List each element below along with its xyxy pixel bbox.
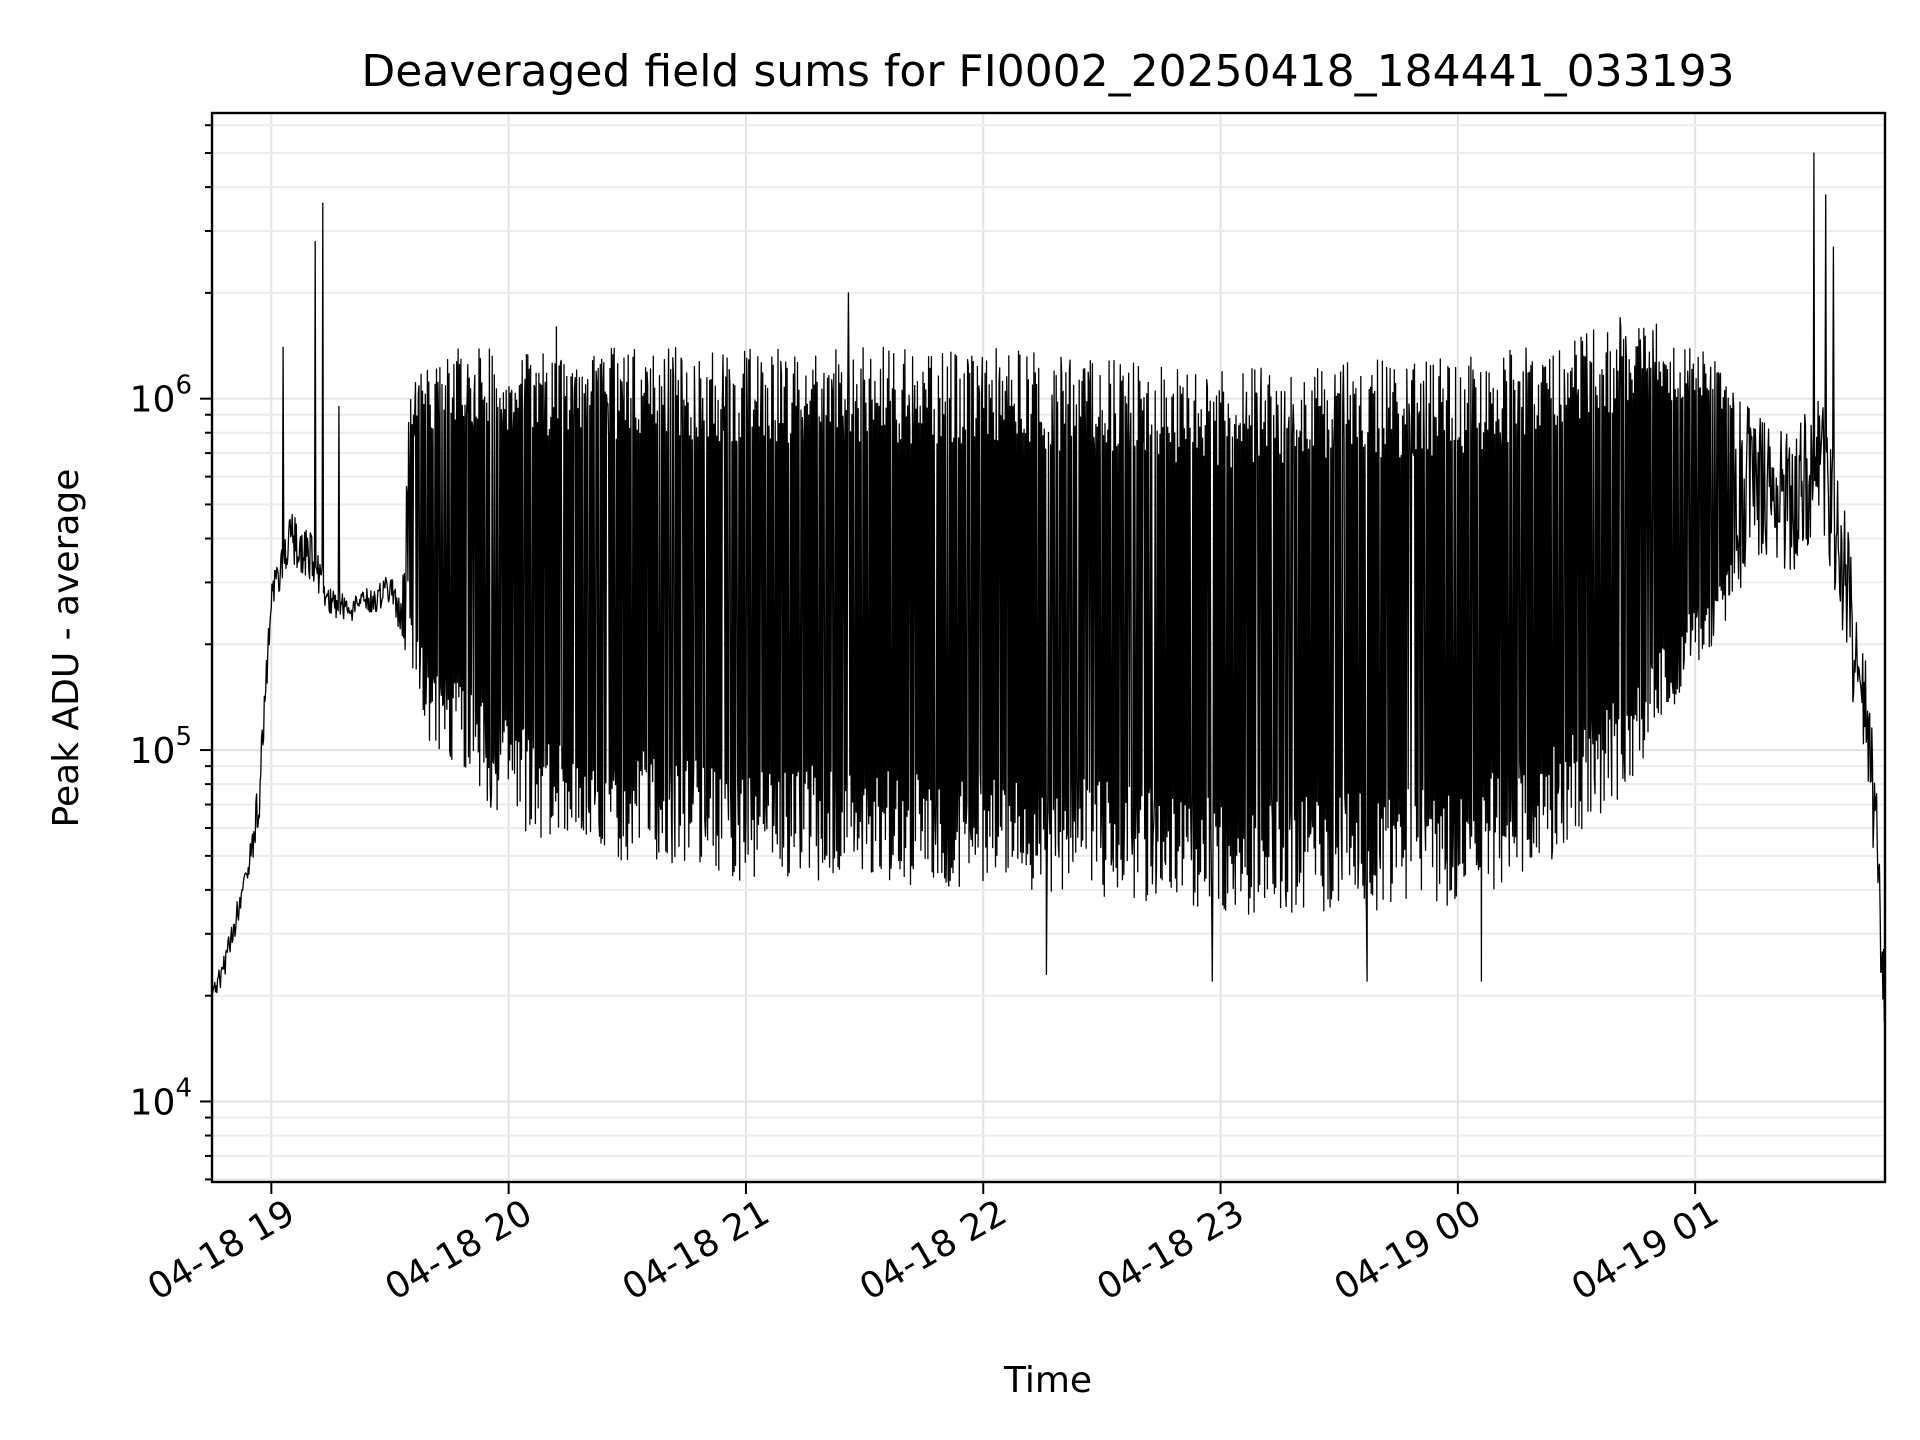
x-axis-label: Time (1003, 1360, 1092, 1401)
plot-frame (210, 111, 1887, 1184)
y-axis-label: Peak ADU - average (46, 469, 87, 828)
y-tick-label: 105 (130, 722, 192, 772)
y-tick-label: 104 (130, 1073, 192, 1123)
y-tick-base: 10 (130, 380, 176, 421)
chart-title: Deaveraged field sums for FI0002_2025041… (361, 46, 1734, 97)
y-tick-base: 10 (130, 731, 176, 772)
y-tick-exponent: 5 (175, 722, 192, 752)
y-tick-base: 10 (130, 1082, 176, 1123)
y-tick-label: 106 (130, 371, 192, 421)
y-tick-exponent: 4 (175, 1073, 192, 1103)
y-tick-exponent: 6 (175, 371, 192, 401)
plot-area (211, 152, 1886, 1023)
series-line (211, 152, 1886, 1023)
